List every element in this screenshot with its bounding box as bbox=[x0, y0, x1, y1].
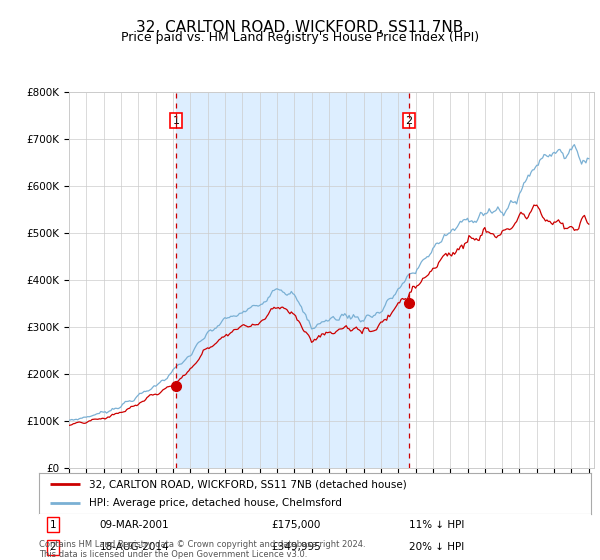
Text: £349,995: £349,995 bbox=[271, 542, 320, 552]
Text: Price paid vs. HM Land Registry's House Price Index (HPI): Price paid vs. HM Land Registry's House … bbox=[121, 31, 479, 44]
Text: Contains HM Land Registry data © Crown copyright and database right 2024.
This d: Contains HM Land Registry data © Crown c… bbox=[39, 540, 365, 559]
Text: 09-MAR-2001: 09-MAR-2001 bbox=[100, 520, 169, 530]
Text: 1: 1 bbox=[173, 115, 179, 125]
Text: 11% ↓ HPI: 11% ↓ HPI bbox=[409, 520, 464, 530]
Text: 32, CARLTON ROAD, WICKFORD, SS11 7NB (detached house): 32, CARLTON ROAD, WICKFORD, SS11 7NB (de… bbox=[89, 479, 406, 489]
Text: 2: 2 bbox=[406, 115, 413, 125]
Text: 2: 2 bbox=[49, 542, 56, 552]
Text: 32, CARLTON ROAD, WICKFORD, SS11 7NB: 32, CARLTON ROAD, WICKFORD, SS11 7NB bbox=[136, 20, 464, 35]
Text: HPI: Average price, detached house, Chelmsford: HPI: Average price, detached house, Chel… bbox=[89, 498, 341, 507]
Bar bbox=[176, 92, 409, 468]
Text: £175,000: £175,000 bbox=[271, 520, 320, 530]
Text: 20% ↓ HPI: 20% ↓ HPI bbox=[409, 542, 464, 552]
Text: 18-AUG-2014: 18-AUG-2014 bbox=[100, 542, 169, 552]
Text: 1: 1 bbox=[49, 520, 56, 530]
